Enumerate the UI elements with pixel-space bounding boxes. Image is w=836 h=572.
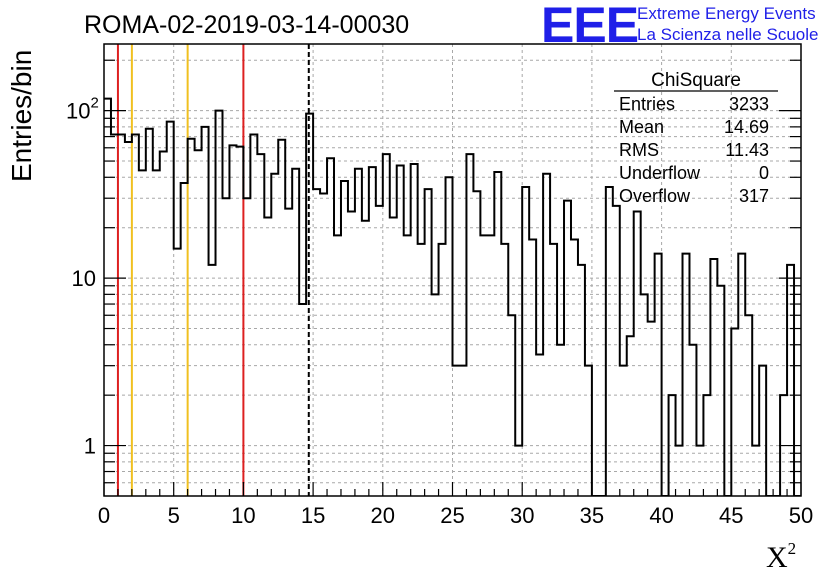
logo-line-2: La Scienza nelle Scuole xyxy=(637,25,818,44)
stats-row-value: 11.43 xyxy=(725,140,769,160)
x-tick-label: 40 xyxy=(649,503,673,528)
x-axis-label: X2 xyxy=(766,539,796,572)
x-tick-label: 10 xyxy=(231,503,255,528)
stats-row-label: Underflow xyxy=(619,163,701,183)
histogram-series xyxy=(104,97,801,496)
stats-row-value: 14.69 xyxy=(724,117,769,137)
statistics-box: ChiSquare Entries 3233 Mean 14.69 RMS 11.43 Un… xyxy=(614,70,778,206)
histogram-line xyxy=(104,97,801,496)
x-tick-label: 25 xyxy=(440,503,464,528)
stats-row-value: 3233 xyxy=(729,94,769,114)
logo-mark: EEE xyxy=(541,0,638,53)
y-tick-label: 1 xyxy=(84,434,96,459)
x-tick-label: 35 xyxy=(580,503,604,528)
x-tick-label: 20 xyxy=(371,503,395,528)
y-tick-label: 102 xyxy=(66,95,99,124)
x-tick-label: 45 xyxy=(719,503,743,528)
x-tick-label: 30 xyxy=(510,503,534,528)
logo-line-1: Extreme Energy Events xyxy=(637,4,816,23)
stats-row-label: RMS xyxy=(619,140,659,160)
run-title: ROMA-02-2019-03-14-00030 xyxy=(84,11,409,39)
stats-row-label: Overflow xyxy=(619,186,691,206)
x-tick-label: 0 xyxy=(98,503,110,528)
stats-row-label: Entries xyxy=(619,94,675,114)
y-tick-labels: 1 10 102 xyxy=(66,95,99,459)
x-tick-label: 50 xyxy=(789,503,813,528)
stats-row-value: 317 xyxy=(739,186,769,206)
x-tick-labels: 0 5 10 15 20 25 30 35 40 45 50 xyxy=(98,503,813,528)
eee-logo: EEE Extreme Energy Events La Scienza nel… xyxy=(541,0,818,53)
stats-row-label: Mean xyxy=(619,117,664,137)
y-axis-label: Entries/bin xyxy=(6,50,37,182)
x-tick-label: 15 xyxy=(301,503,325,528)
y-tick-label: 10 xyxy=(72,266,96,291)
stats-row-value: 0 xyxy=(759,163,769,183)
stats-title: ChiSquare xyxy=(651,70,741,91)
x-tick-label: 5 xyxy=(168,503,180,528)
axis-ticks xyxy=(103,59,802,496)
reference-lines xyxy=(116,44,310,496)
